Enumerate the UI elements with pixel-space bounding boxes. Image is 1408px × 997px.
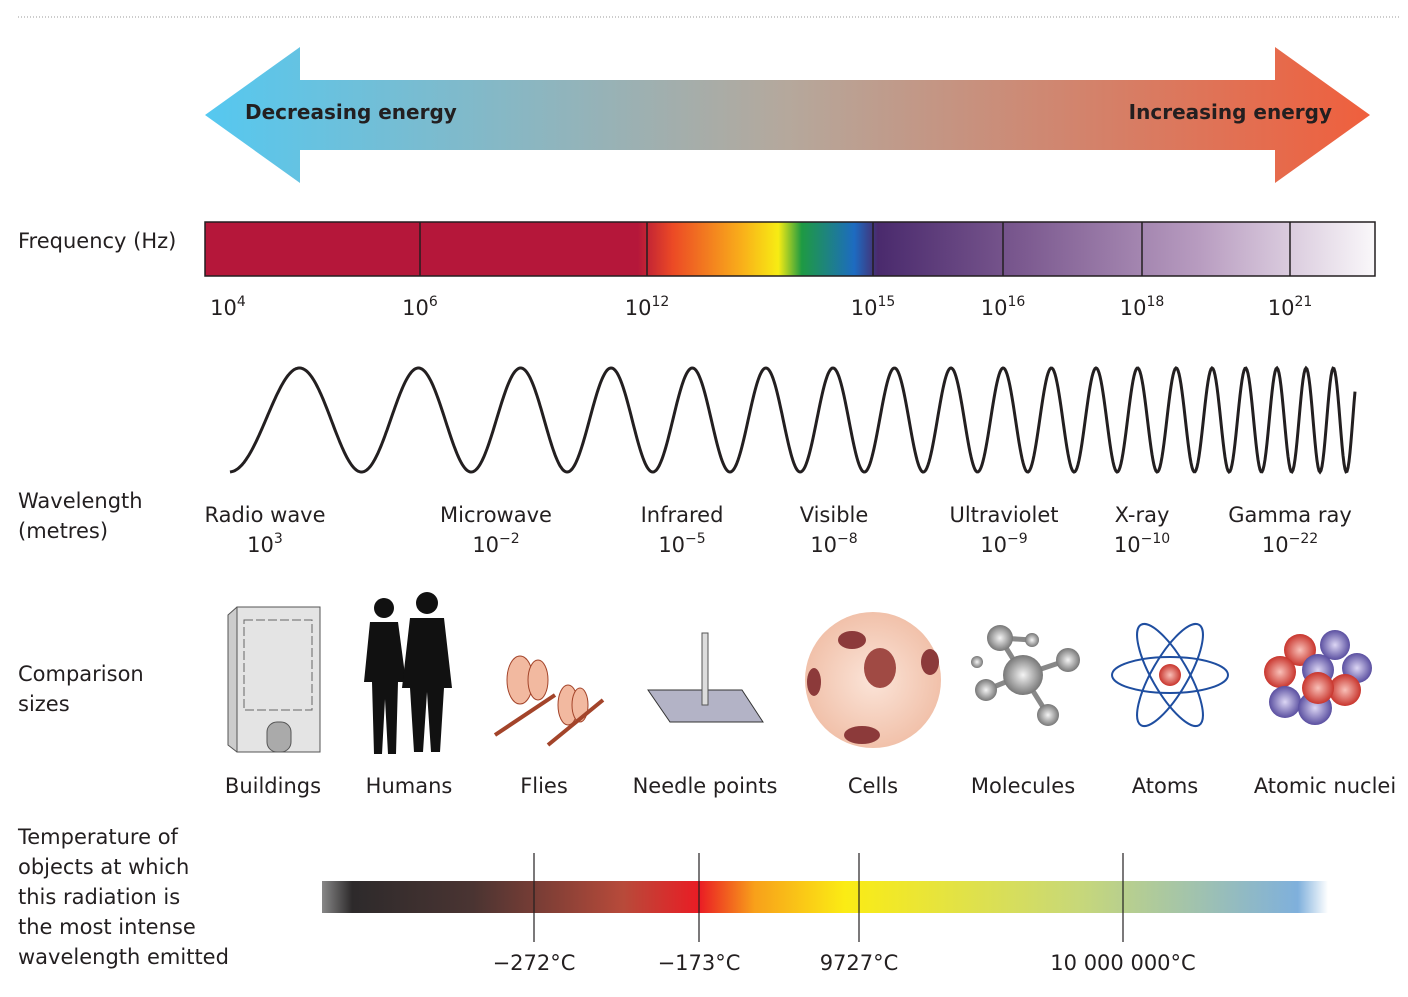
row-label: objects at which bbox=[18, 855, 189, 879]
band-wavelength: 10−9 bbox=[980, 531, 1027, 557]
comparison-item: Flies bbox=[520, 774, 568, 798]
comparison-item: Buildings bbox=[225, 774, 321, 798]
power-exponent: −22 bbox=[1289, 531, 1319, 547]
band-wavelength: 10−22 bbox=[1262, 531, 1318, 557]
frequency-bar bbox=[204, 221, 1376, 277]
power-exponent: −2 bbox=[499, 531, 520, 547]
frequency-tick: 104 bbox=[210, 294, 246, 320]
power-exponent: 6 bbox=[429, 294, 438, 310]
band-name: Visible bbox=[800, 503, 869, 527]
needle-icon bbox=[647, 632, 764, 723]
band-name: Infrared bbox=[641, 503, 724, 527]
comparison-item: Atoms bbox=[1132, 774, 1198, 798]
power-base: 10 bbox=[1120, 296, 1147, 320]
temperature-label: 9727°C bbox=[820, 951, 899, 975]
frequency-tick: 1021 bbox=[1268, 294, 1313, 320]
molecules-icon bbox=[971, 625, 1080, 726]
frequency-tick: 1012 bbox=[625, 294, 670, 320]
power-exponent: −8 bbox=[837, 531, 858, 547]
energy-left: Decreasing energy bbox=[245, 100, 457, 124]
power-base: 10 bbox=[810, 533, 837, 557]
humans-icon bbox=[364, 592, 452, 754]
cells-icon bbox=[805, 612, 941, 748]
power-base: 10 bbox=[851, 296, 878, 320]
row-label: Comparison bbox=[18, 662, 144, 686]
power-exponent: −5 bbox=[685, 531, 706, 547]
power-exponent: 16 bbox=[1007, 294, 1025, 310]
power-exponent: 4 bbox=[237, 294, 246, 310]
power-base: 10 bbox=[210, 296, 237, 320]
row-label: this radiation is bbox=[18, 885, 180, 909]
band-name: Ultraviolet bbox=[949, 503, 1058, 527]
atoms-icon bbox=[1111, 622, 1229, 728]
comparison-item: Cells bbox=[848, 774, 898, 798]
power-exponent: −10 bbox=[1141, 531, 1171, 547]
row-label: wavelength emitted bbox=[18, 945, 229, 969]
power-base: 10 bbox=[1268, 296, 1295, 320]
temperature-label: 10 000 000°C bbox=[1050, 951, 1195, 975]
row-label: Temperature of bbox=[17, 825, 179, 849]
band-name: Microwave bbox=[440, 503, 552, 527]
band-wavelength: 10−10 bbox=[1114, 531, 1170, 557]
nuclei-icon bbox=[1264, 630, 1372, 725]
power-base: 10 bbox=[658, 533, 685, 557]
power-base: 10 bbox=[1114, 533, 1141, 557]
temperature-label: −173°C bbox=[658, 951, 741, 975]
row-label: Frequency (Hz) bbox=[18, 229, 176, 253]
power-base: 10 bbox=[981, 296, 1008, 320]
comparison-item: Molecules bbox=[971, 774, 1075, 798]
temperature-label: −272°C bbox=[493, 951, 576, 975]
band-wavelength: 10−5 bbox=[658, 531, 705, 557]
comparison-item: Humans bbox=[366, 774, 453, 798]
row-label: the most intense bbox=[18, 915, 196, 939]
band-wavelength: 10−8 bbox=[810, 531, 857, 557]
building-icon bbox=[227, 606, 321, 753]
power-exponent: 12 bbox=[651, 294, 669, 310]
comparison-item: Needle points bbox=[633, 774, 778, 798]
power-base: 10 bbox=[247, 533, 274, 557]
band-name: Gamma ray bbox=[1228, 503, 1352, 527]
power-exponent: 3 bbox=[274, 531, 283, 547]
row-label: Wavelength bbox=[18, 489, 143, 513]
band-wavelength: 103 bbox=[247, 531, 283, 557]
power-base: 10 bbox=[472, 533, 499, 557]
band-wavelength: 10−2 bbox=[472, 531, 519, 557]
frequency-tick: 1015 bbox=[851, 294, 896, 320]
energy-right: Increasing energy bbox=[1129, 100, 1332, 124]
temperature-bar bbox=[322, 881, 1328, 913]
band-name: Radio wave bbox=[204, 503, 325, 527]
frequency-tick: 1016 bbox=[981, 294, 1026, 320]
comparison-item: Atomic nuclei bbox=[1254, 774, 1396, 798]
energy-arrow bbox=[205, 47, 1370, 183]
power-base: 10 bbox=[625, 296, 652, 320]
power-base: 10 bbox=[980, 533, 1007, 557]
power-base: 10 bbox=[1262, 533, 1289, 557]
power-exponent: 18 bbox=[1146, 294, 1164, 310]
row-label: (metres) bbox=[18, 519, 108, 543]
icons bbox=[227, 592, 1372, 754]
power-base: 10 bbox=[402, 296, 429, 320]
power-exponent: −9 bbox=[1007, 531, 1028, 547]
frequency-tick: 106 bbox=[402, 294, 438, 320]
wave bbox=[229, 365, 1357, 475]
power-exponent: 15 bbox=[877, 294, 895, 310]
frequency-tick: 1018 bbox=[1120, 294, 1165, 320]
flies-icon bbox=[493, 655, 605, 747]
power-exponent: 21 bbox=[1294, 294, 1312, 310]
band-name: X-ray bbox=[1115, 503, 1170, 527]
row-label: sizes bbox=[18, 692, 70, 716]
